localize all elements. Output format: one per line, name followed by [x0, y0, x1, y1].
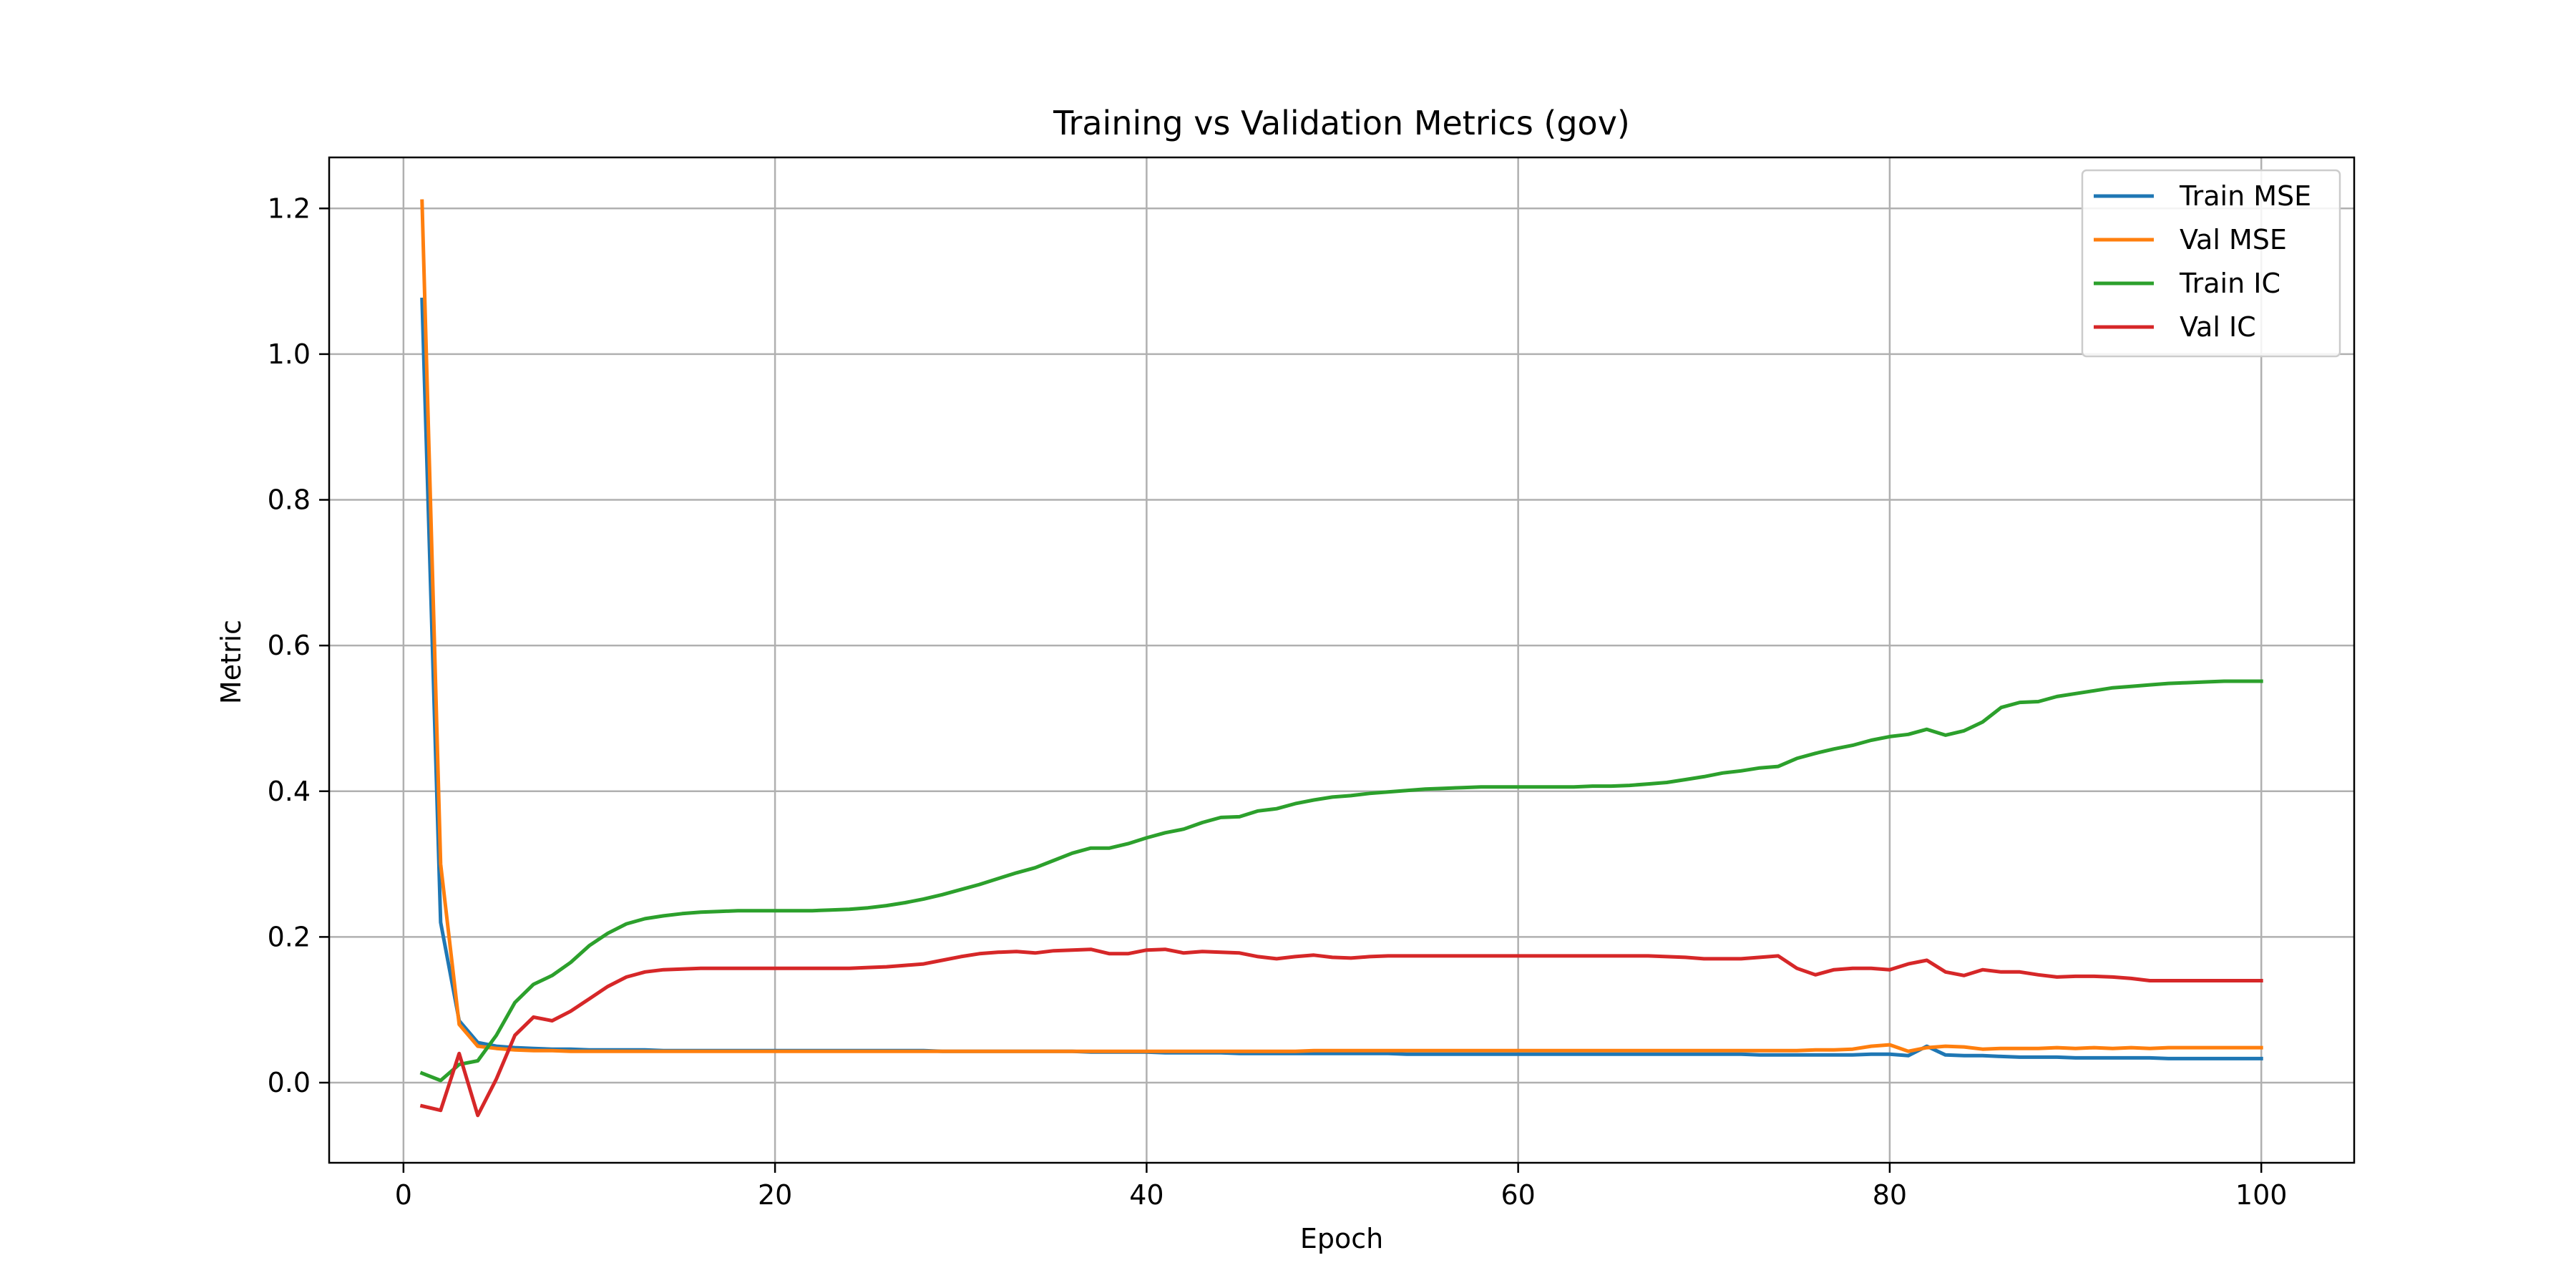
- x-tick-label: 40: [1129, 1179, 1163, 1211]
- series-line-val-ic: [419, 947, 2263, 1118]
- x-axis-ticks: 0 20 40 60 80 100: [395, 1163, 2288, 1211]
- chart-title: Training vs Validation Metrics (gov): [1053, 104, 1630, 142]
- y-tick-label: 0.2: [268, 921, 311, 952]
- x-axis-label: Epoch: [1300, 1223, 1383, 1254]
- y-tick-label: 0.8: [268, 484, 311, 516]
- y-tick-label: 0.4: [268, 776, 311, 807]
- legend: Train MSE Val MSE Train IC Val IC: [2081, 169, 2341, 358]
- x-tick-label: 80: [1873, 1179, 1907, 1211]
- y-tick-label: 0.6: [268, 630, 311, 661]
- legend-label: Val IC: [2180, 311, 2256, 343]
- plot-frame: [328, 156, 2356, 1164]
- x-tick-label: 60: [1501, 1179, 1535, 1211]
- legend-label: Train MSE: [2179, 180, 2311, 212]
- x-tick-label: 20: [758, 1179, 792, 1211]
- legend-label: Train IC: [2179, 268, 2280, 299]
- series-line-val-mse: [420, 199, 2263, 1053]
- y-tick-label: 1.0: [268, 338, 311, 370]
- x-tick-label: 0: [395, 1179, 412, 1211]
- y-tick-label: 1.2: [268, 192, 311, 224]
- legend-box: [2081, 169, 2341, 358]
- y-axis-label: Metric: [215, 620, 247, 704]
- plot-lines: [419, 199, 2263, 1118]
- grid: [329, 157, 2354, 1163]
- legend-label: Val MSE: [2180, 224, 2287, 255]
- x-tick-label: 100: [2235, 1179, 2288, 1211]
- y-axis-ticks: 0.0 0.2 0.4 0.6 0.8 1.0 1.2: [268, 192, 329, 1098]
- y-tick-label: 0.0: [268, 1067, 311, 1098]
- series-line-train-ic: [419, 679, 2263, 1083]
